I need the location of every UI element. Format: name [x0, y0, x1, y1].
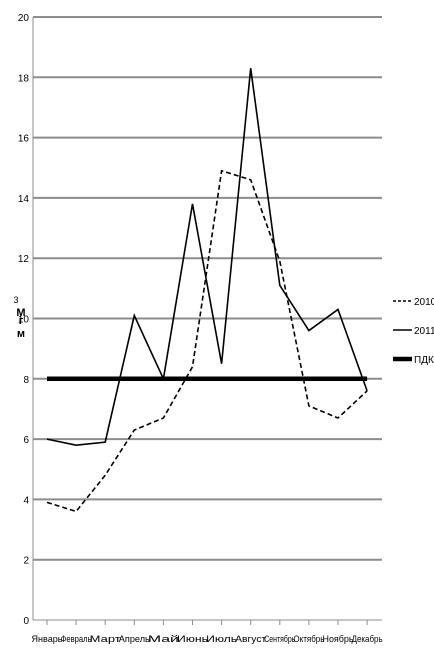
x-tick-label: Август: [235, 634, 266, 644]
x-tick-label: Апрель: [119, 634, 150, 644]
y-tick-label: 6: [23, 435, 29, 446]
y-tick-label: 0: [23, 616, 29, 627]
x-tick-label: Февраль: [61, 634, 92, 644]
y-axis-label-top: 3: [13, 295, 18, 305]
series-line-2: [46, 68, 368, 446]
y-tick-label: 16: [18, 134, 30, 145]
y-tick-label: 10: [18, 315, 30, 326]
y-tick-label: 14: [18, 194, 30, 205]
y-axis-label-bottom: м: [17, 328, 25, 340]
y-tick-label: 2: [23, 556, 29, 567]
series-line-1: [46, 169, 368, 513]
y-tick-label: 12: [18, 254, 30, 265]
y-tick-labels: 0 2 4 6 8 10 12 14 16 18 20: [18, 13, 30, 627]
y-tick-label: 4: [23, 495, 29, 506]
series-lines: [46, 68, 368, 513]
axes: [32, 17, 382, 625]
y-tick-label: 20: [18, 13, 30, 24]
y-axis-label-sub: г: [19, 315, 24, 327]
x-tick-label: Декабрь: [352, 634, 383, 644]
legend-label-2: 2011: [414, 326, 434, 337]
legend: 2010 2011 ПДК: [393, 297, 434, 366]
y-axis-label: 3 М г м: [13, 295, 25, 340]
legend-label-1: 2010: [414, 297, 434, 308]
legend-label-3: ПДК: [414, 355, 434, 366]
y-tick-label: 8: [23, 375, 29, 386]
x-tick-label: Март: [90, 634, 121, 644]
x-tick-label: Ноябрь: [323, 634, 354, 644]
y-tick-label: 18: [18, 73, 30, 84]
x-tick-label: Май: [148, 634, 179, 644]
x-tick-label: Январь: [32, 634, 63, 644]
x-tick-label: Октябрь: [293, 634, 324, 644]
y-axis-label-mid: М: [16, 307, 25, 319]
x-tick-label: Июль: [206, 634, 237, 644]
x-tick-labels: ЯнварьФевральМартАпрельМайИюньИюльАвгуст…: [32, 634, 383, 644]
x-tick-label: Сентябрь: [264, 634, 295, 644]
x-tick-label: Июнь: [177, 634, 208, 644]
